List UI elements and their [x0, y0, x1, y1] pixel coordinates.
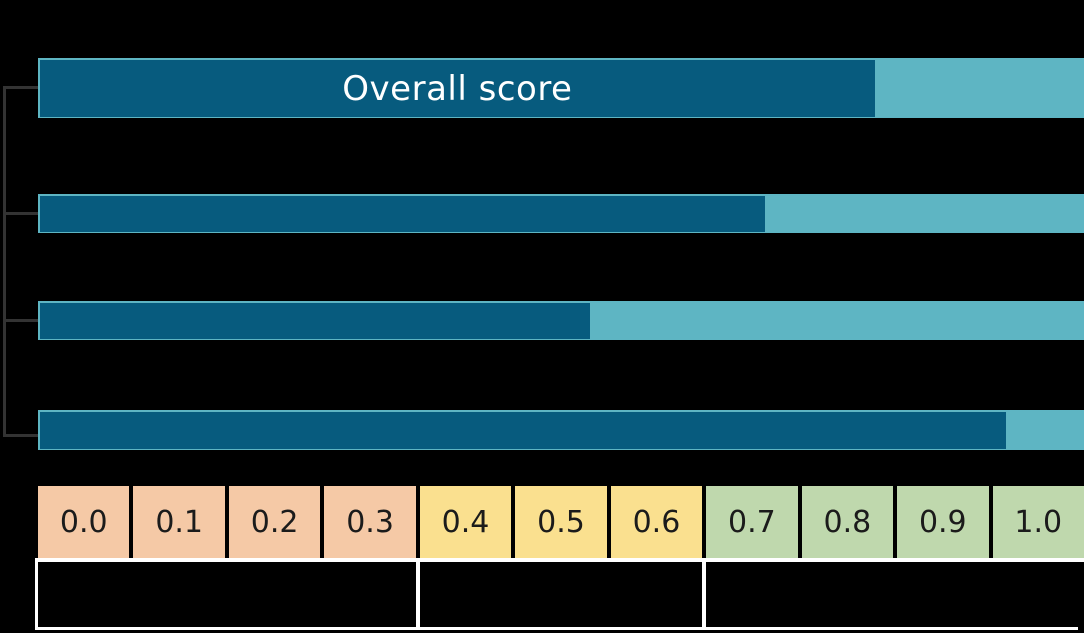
- sub-score-bar-2-fill: [40, 303, 591, 339]
- connector-trunk-line: [3, 86, 6, 437]
- category-cell-low: [38, 562, 415, 627]
- scale-tick-0.6: 0.6: [610, 486, 703, 558]
- table-divider-2: [702, 558, 706, 630]
- category-cell-high: [706, 562, 1084, 627]
- connector-stub-overall: [3, 86, 38, 89]
- sub-score-bar-3-track: [38, 410, 1084, 450]
- connector-stub-subscore-2: [3, 319, 38, 322]
- overall-score-label: Overall score: [342, 68, 573, 109]
- table-left-gridline: [35, 558, 38, 630]
- connector-stub-subscore-1: [3, 212, 38, 215]
- sub-score-bar-1-track: [38, 194, 1084, 233]
- sub-score-bar-3-fill: [40, 412, 1006, 449]
- scale-tick-0.0: 0.0: [38, 486, 130, 558]
- overall-score-bar-track: Overall score: [38, 58, 1084, 118]
- table-top-gridline: [35, 558, 1084, 562]
- scale-tick-0.1: 0.1: [133, 486, 225, 558]
- score-scale-row: 0.0 0.1 0.2 0.3 0.4 0.5 0.6 0.7 0.8 0.9 1.0: [38, 486, 1084, 558]
- scale-tick-0.2: 0.2: [228, 486, 321, 558]
- table-bottom-gridline: [35, 627, 1078, 630]
- scale-tick-0.4: 0.4: [419, 486, 512, 558]
- category-cell-medium: [420, 562, 702, 627]
- table-divider-1: [416, 558, 420, 630]
- scale-tick-0.5: 0.5: [515, 486, 607, 558]
- sub-score-bar-2-track: [38, 301, 1084, 340]
- scale-tick-0.3: 0.3: [324, 486, 416, 558]
- connector-stub-subscore-3: [3, 434, 38, 437]
- scale-tick-0.7: 0.7: [706, 486, 798, 558]
- scale-tick-0.8: 0.8: [801, 486, 894, 558]
- sub-score-bar-1-fill: [40, 196, 765, 232]
- overall-score-bar-fill: Overall score: [40, 60, 875, 117]
- scale-tick-1.0: 1.0: [992, 486, 1084, 558]
- scale-tick-0.9: 0.9: [897, 486, 989, 558]
